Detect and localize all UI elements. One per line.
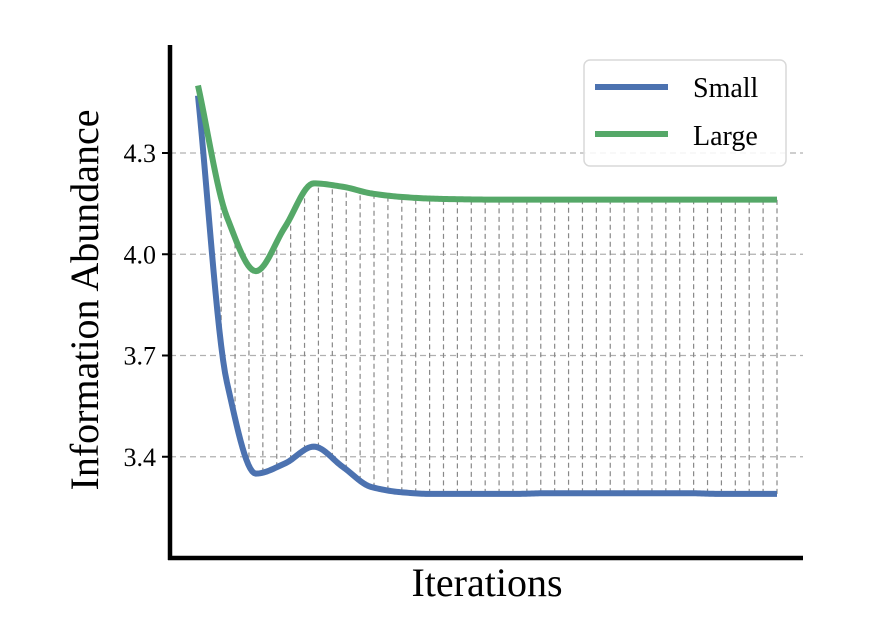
y-tick-label: 3.7	[124, 342, 157, 371]
legend-label-large: Large	[693, 121, 758, 152]
series-line-large	[195, 84, 779, 275]
grid-lines	[170, 152, 803, 458]
series-lines	[195, 84, 779, 497]
y-tick-label: 4.0	[124, 240, 157, 269]
series-line-small	[195, 95, 779, 497]
y-axis-title: Information Abundance	[62, 110, 107, 491]
axes	[167, 45, 803, 561]
gap-lines	[220, 183, 778, 494]
legend: Small Large	[583, 59, 787, 167]
y-tick-label: 3.4	[124, 443, 157, 472]
y-ticks: 3.4 3.7 4.0 4.3	[124, 139, 170, 472]
x-axis-title: Iterations	[411, 560, 562, 605]
y-tick-label: 4.3	[124, 139, 157, 168]
legend-label-small: Small	[693, 73, 759, 104]
